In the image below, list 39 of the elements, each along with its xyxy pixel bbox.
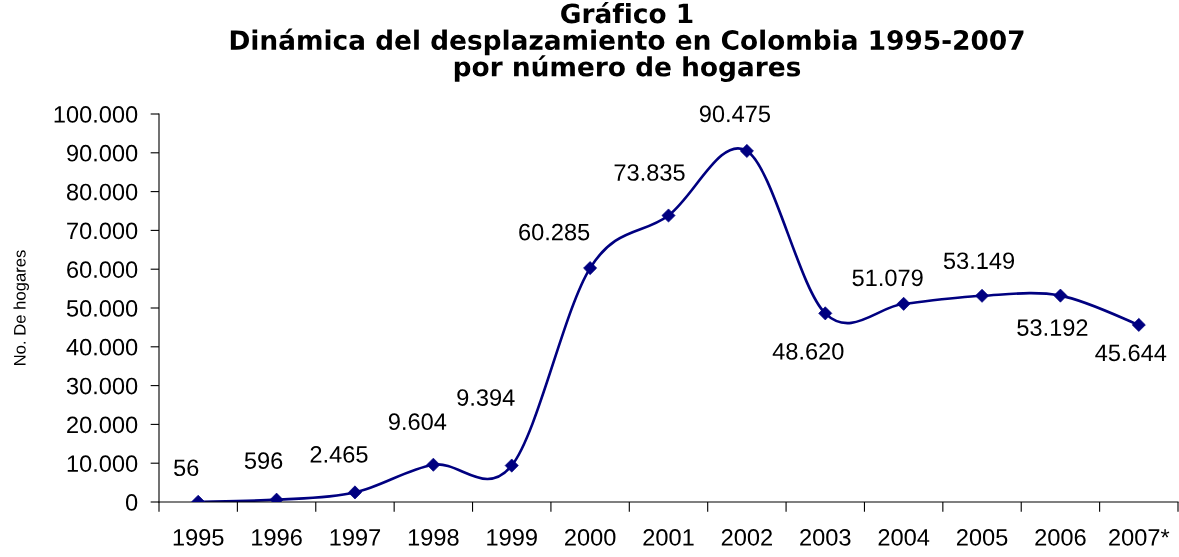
- x-tick-label: 1995: [173, 529, 224, 546]
- x-tick-label: 2006: [1035, 529, 1086, 546]
- x-tick-label: 1996: [252, 529, 302, 546]
- y-tick-label: 0: [125, 494, 138, 511]
- y-tick-label: 70.000: [67, 222, 138, 240]
- x-tick-label: 2003: [800, 529, 851, 546]
- y-axis-title: No. De hogares: [13, 250, 29, 365]
- y-tick-label: 100.000: [54, 106, 138, 123]
- y-tick-label: 60.000: [67, 261, 138, 278]
- y-tick-label: 10.000: [67, 455, 138, 472]
- data-label: 9.394: [457, 389, 515, 406]
- x-tick-label: 2005: [956, 529, 1008, 546]
- data-label: 48.620: [772, 342, 844, 360]
- y-tick-label: 40.000: [66, 338, 138, 356]
- y-tick-label: 20.000: [67, 416, 138, 434]
- x-tick-label: 1999: [487, 529, 537, 546]
- x-tick-label: 2001: [643, 529, 694, 546]
- x-tick-label: 2004: [878, 529, 930, 546]
- data-label: 73.835: [614, 164, 685, 181]
- data-label: 2.465: [310, 446, 368, 463]
- x-tick-label: 2002: [721, 529, 772, 546]
- data-label: 53.192: [1017, 319, 1088, 336]
- chart-title: Gráfico 1 Dinámica del desplazamiento en Colombia 1995-2007 por número de hogares: [230, 1, 1024, 82]
- x-tick-label: 1997: [330, 529, 381, 546]
- y-tick-label: 30.000: [66, 377, 138, 395]
- data-label: 60.285: [519, 223, 590, 241]
- x-tick-label: 1998: [408, 529, 459, 546]
- data-label: 596: [244, 452, 283, 470]
- y-tick-label: 90.000: [67, 144, 138, 162]
- x-tick-label: 2007*: [1109, 529, 1170, 546]
- data-label: 56: [174, 459, 199, 477]
- y-tick-label: 80.000: [66, 183, 138, 201]
- y-tick-label: 50.000: [66, 300, 138, 317]
- data-label: 45.644: [1095, 344, 1167, 362]
- x-tick-label: 2000: [565, 529, 616, 546]
- data-label: 51.079: [852, 269, 923, 287]
- data-label: 9.604: [388, 413, 447, 431]
- data-label: 53.149: [943, 252, 1015, 270]
- data-label: 90.475: [699, 105, 771, 123]
